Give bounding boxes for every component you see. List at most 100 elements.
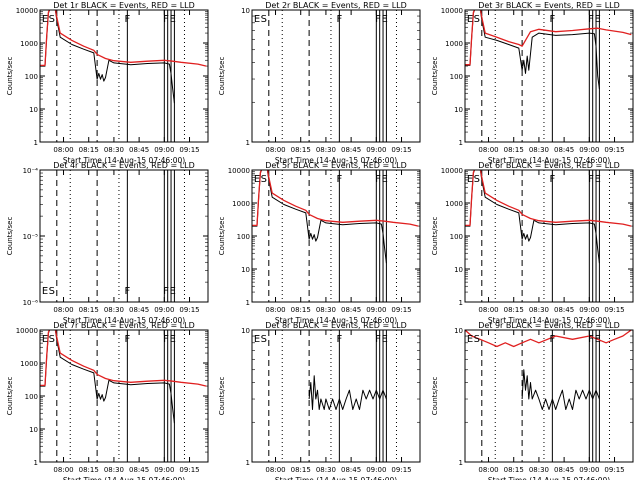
x-tick-label: 08:30 bbox=[529, 146, 549, 154]
marker-label: S bbox=[49, 286, 55, 297]
x-tick-label: 08:15 bbox=[504, 306, 524, 314]
series-events-line bbox=[40, 10, 175, 104]
marker-label: E bbox=[467, 174, 473, 185]
x-tick-label: 08:15 bbox=[504, 146, 524, 154]
y-tick-label: 1 bbox=[34, 459, 38, 467]
x-tick-label: 09:15 bbox=[391, 466, 411, 474]
panel-det-7: Det 7r BLACK = Events, RED = LLD Start Ti… bbox=[6, 321, 209, 484]
plot-frame bbox=[251, 329, 421, 463]
series-lld-line bbox=[465, 170, 632, 227]
marker-label: F bbox=[163, 286, 169, 297]
marker-label: E bbox=[42, 334, 48, 345]
marker-label: E bbox=[170, 334, 176, 345]
x-tick-label: 08:15 bbox=[504, 466, 524, 474]
marker-label: F bbox=[549, 174, 555, 185]
marker-label: F bbox=[124, 286, 130, 297]
panel-title: Det 7r BLACK = Events, RED = LLD bbox=[53, 321, 195, 330]
marker-label: S bbox=[474, 334, 480, 345]
x-tick-label: 08:00 bbox=[53, 466, 73, 474]
x-tick-label: 08:30 bbox=[316, 146, 336, 154]
x-tick-label: 08:45 bbox=[554, 466, 574, 474]
y-tick-label: 10000 bbox=[16, 7, 38, 15]
y-tick-label: 1 bbox=[246, 299, 250, 307]
y-tick-label: 10 bbox=[241, 7, 250, 15]
marker-label: F bbox=[588, 334, 594, 345]
x-tick-label: 09:00 bbox=[154, 466, 174, 474]
x-tick-label: 09:15 bbox=[604, 306, 624, 314]
marker-label: E bbox=[595, 14, 601, 25]
y-tick-label: 10⁻⁴ bbox=[23, 167, 39, 175]
panel-det-3: Det 3r BLACK = Events, RED = LLD Start Ti… bbox=[431, 1, 634, 165]
panel-title: Det 9r BLACK = Events, RED = LLD bbox=[478, 321, 620, 330]
marker-label: S bbox=[49, 14, 55, 25]
marker-label: S bbox=[261, 334, 267, 345]
series-lld-line bbox=[252, 170, 419, 227]
y-axis-label: Counts/sec bbox=[431, 57, 439, 96]
plot-frame bbox=[464, 329, 634, 463]
x-axis-label: Start Time (14-Aug-15 07:46:00) bbox=[488, 476, 610, 480]
x-tick-label: 08:30 bbox=[316, 466, 336, 474]
x-tick-label: 09:15 bbox=[604, 146, 624, 154]
y-tick-label: 10 bbox=[454, 327, 463, 335]
y-tick-label: 1 bbox=[459, 139, 463, 147]
y-tick-label: 1 bbox=[246, 459, 250, 467]
series-events-line bbox=[521, 369, 600, 410]
x-axis-label: Start Time (14-Aug-15 07:46:00) bbox=[63, 476, 185, 480]
panel-det-9: Det 9r BLACK = Events, RED = LLD Start Ti… bbox=[431, 321, 634, 484]
x-tick-label: 08:15 bbox=[291, 306, 311, 314]
series-events-line bbox=[465, 170, 600, 264]
panel-det-1: Det 1r BLACK = Events, RED = LLD Start Ti… bbox=[6, 1, 209, 165]
marker-label: F bbox=[124, 334, 130, 345]
x-tick-label: 08:30 bbox=[316, 306, 336, 314]
panel-det-2: Det 2r BLACK = Events, RED = LLD Start Ti… bbox=[218, 1, 421, 165]
y-axis-label: Counts/sec bbox=[6, 57, 14, 96]
x-tick-label: 09:00 bbox=[366, 306, 386, 314]
x-tick-label: 08:00 bbox=[478, 146, 498, 154]
marker-label: S bbox=[49, 334, 55, 345]
y-tick-label: 100 bbox=[25, 393, 38, 401]
series-events-line bbox=[308, 375, 387, 410]
y-tick-label: 10000 bbox=[441, 7, 463, 15]
y-tick-label: 1 bbox=[459, 299, 463, 307]
panel-title: Det 8r BLACK = Events, RED = LLD bbox=[265, 321, 407, 330]
marker-label: E bbox=[170, 286, 176, 297]
x-tick-label: 08:30 bbox=[104, 466, 124, 474]
marker-label: F bbox=[549, 334, 555, 345]
x-tick-label: 08:15 bbox=[291, 146, 311, 154]
marker-label: F bbox=[588, 174, 594, 185]
y-tick-label: 1000 bbox=[445, 200, 463, 208]
panel-title: Det 3r BLACK = Events, RED = LLD bbox=[478, 1, 620, 10]
x-tick-label: 08:00 bbox=[478, 306, 498, 314]
x-tick-label: 09:00 bbox=[154, 146, 174, 154]
x-tick-label: 09:00 bbox=[154, 306, 174, 314]
marker-label: E bbox=[382, 334, 388, 345]
marker-label: F bbox=[163, 14, 169, 25]
y-tick-label: 100 bbox=[450, 233, 463, 241]
panel-det-6: Det 6r BLACK = Events, RED = LLD Start Ti… bbox=[431, 161, 634, 325]
marker-label: E bbox=[42, 286, 48, 297]
x-tick-label: 08:45 bbox=[341, 146, 361, 154]
x-tick-label: 09:15 bbox=[604, 466, 624, 474]
marker-label: E bbox=[42, 14, 48, 25]
y-tick-label: 10⁻⁶ bbox=[23, 299, 39, 307]
x-tick-label: 09:15 bbox=[391, 146, 411, 154]
x-tick-label: 09:00 bbox=[579, 466, 599, 474]
marker-label: F bbox=[336, 334, 342, 345]
x-tick-label: 08:45 bbox=[129, 466, 149, 474]
y-tick-label: 10000 bbox=[441, 167, 463, 175]
marker-label: E bbox=[595, 174, 601, 185]
panel-det-4: Det 4r BLACK = Events, RED = LLD Start Ti… bbox=[6, 161, 209, 325]
x-tick-label: 08:45 bbox=[341, 306, 361, 314]
marker-label: E bbox=[170, 14, 176, 25]
y-tick-label: 10 bbox=[241, 327, 250, 335]
series-events-line bbox=[40, 330, 175, 424]
marker-label: F bbox=[336, 174, 342, 185]
y-tick-label: 10000 bbox=[16, 327, 38, 335]
x-tick-label: 08:15 bbox=[79, 306, 99, 314]
x-tick-label: 08:30 bbox=[529, 306, 549, 314]
y-tick-label: 100 bbox=[450, 73, 463, 81]
x-tick-label: 08:45 bbox=[554, 306, 574, 314]
x-tick-label: 09:00 bbox=[579, 146, 599, 154]
y-tick-label: 1 bbox=[459, 459, 463, 467]
